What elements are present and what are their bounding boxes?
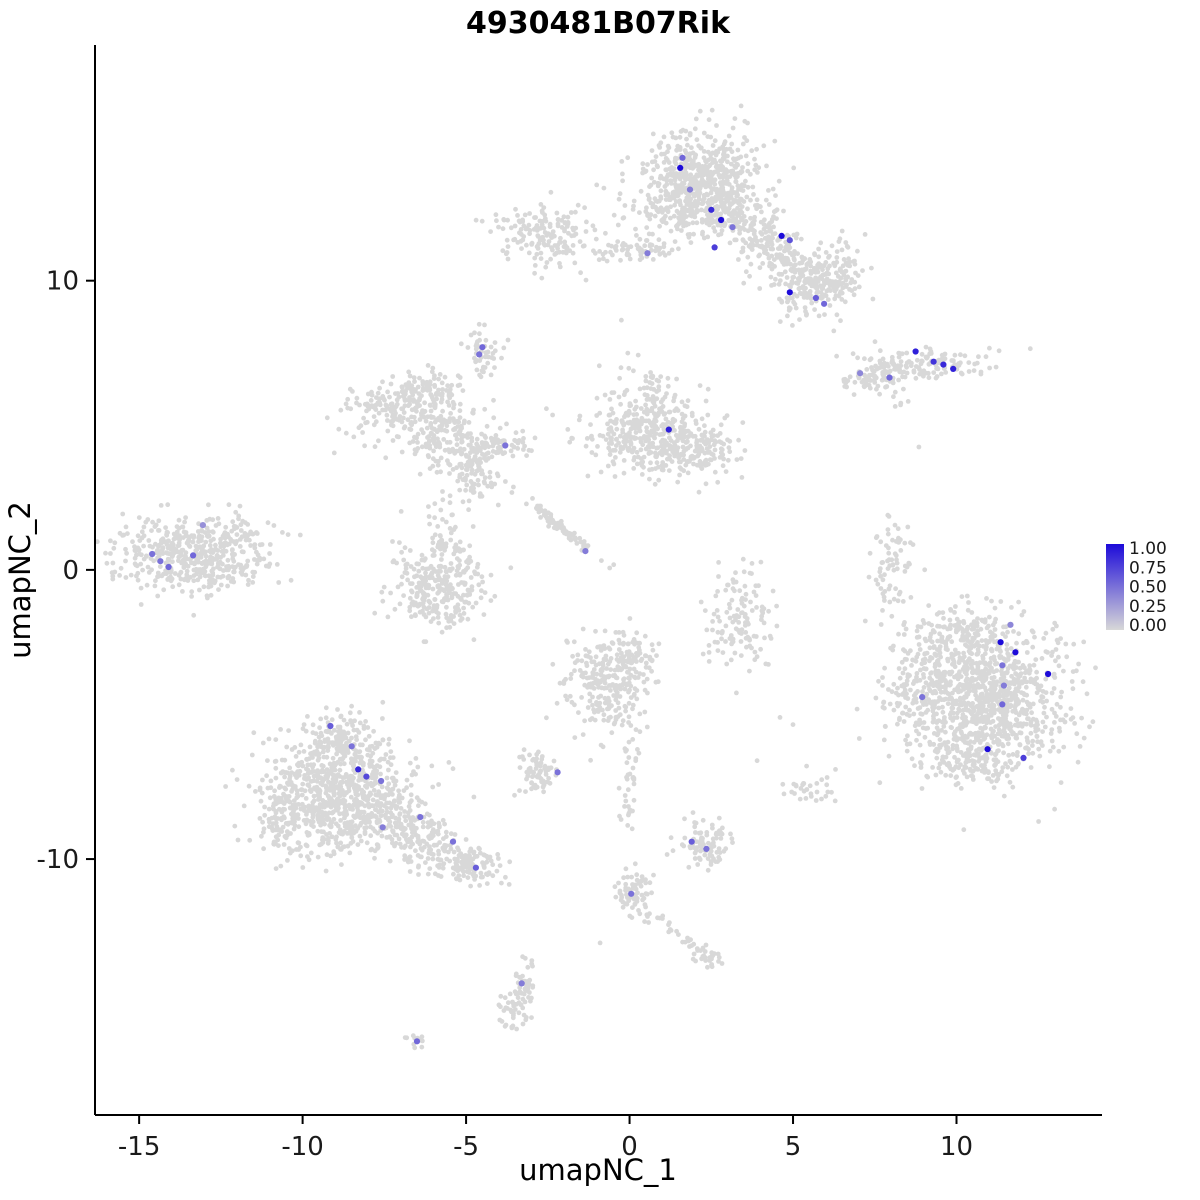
expression-point (999, 701, 1006, 708)
expression-point (379, 824, 386, 831)
x-tick-label: -15 (118, 1132, 160, 1162)
x-tick-label: 0 (621, 1132, 638, 1162)
expression-point (679, 154, 686, 161)
expression-point (718, 216, 725, 224)
expression-point (363, 773, 370, 780)
x-tick-label: -5 (453, 1132, 479, 1162)
expression-point (199, 522, 206, 529)
expression-point (327, 722, 334, 730)
expression-point (413, 1038, 421, 1045)
chart-title: 4930481B07Rik (466, 6, 731, 41)
expression-point (518, 980, 525, 987)
expression-point (912, 348, 919, 355)
expression-point (149, 550, 156, 558)
expression-point (348, 743, 355, 750)
expression-point (688, 838, 695, 845)
expression-point (821, 300, 828, 307)
x-axis-label: umapNC_1 (519, 1153, 677, 1187)
background-cell-points (94, 103, 1098, 1051)
expression-point (582, 548, 589, 555)
expression-point (786, 289, 793, 296)
legend-tick-label: 0.25 (1129, 597, 1167, 617)
expression-point (190, 552, 197, 559)
expression-point (886, 374, 893, 381)
legend-tick-label: 0.00 (1129, 616, 1167, 636)
expression-point (479, 344, 486, 351)
y-tick-label: 10 (46, 267, 79, 297)
expression-point (157, 558, 164, 565)
expression-point (857, 370, 864, 377)
expression-point (502, 442, 509, 449)
expression-point (919, 694, 926, 701)
expression-point (703, 845, 710, 853)
expression-point (165, 563, 172, 571)
expression-point (708, 206, 715, 213)
expression-point (677, 164, 684, 171)
x-tick-label: 10 (940, 1132, 973, 1162)
expression-point (628, 890, 635, 897)
expression-point (472, 864, 479, 871)
expression-point (930, 358, 937, 365)
expression-point (476, 351, 483, 358)
expression-point (984, 746, 991, 753)
expression-point (378, 777, 385, 785)
y-tick-label: -10 (37, 845, 79, 875)
expression-point (644, 250, 651, 257)
expression-point (778, 232, 785, 239)
expression-point (997, 639, 1004, 646)
expression-point (1000, 682, 1008, 689)
expression-point (554, 769, 561, 776)
expression-point (940, 361, 947, 368)
x-tick-label: -10 (281, 1132, 323, 1162)
expression-point (1007, 621, 1014, 628)
expression-point (711, 244, 718, 251)
expression-point (786, 237, 793, 244)
legend-tick-label: 0.75 (1129, 558, 1167, 578)
expression-point (812, 294, 820, 302)
legend-tick-label: 1.00 (1129, 539, 1167, 559)
expression-cell-points (149, 154, 1052, 1045)
y-axis-label: umapNC_2 (3, 501, 37, 659)
expression-point (686, 186, 694, 193)
legend-tick-label: 0.50 (1129, 578, 1167, 598)
colorbar-legend: 1.000.750.500.250.00 (1106, 539, 1167, 636)
expression-point (950, 365, 957, 372)
expression-point (355, 766, 362, 773)
y-tick-label: 0 (62, 556, 79, 586)
expression-point (729, 224, 736, 231)
expression-point (999, 662, 1006, 669)
axes: -15 -10 -5 0 5 10 -10 0 10 (37, 45, 1102, 1162)
expression-point (1045, 670, 1052, 678)
expression-point (417, 814, 424, 821)
expression-point (665, 426, 672, 433)
colorbar-gradient (1106, 544, 1124, 630)
expression-point (1012, 649, 1019, 656)
x-tick-label: 5 (785, 1132, 802, 1162)
expression-point (449, 838, 457, 845)
expression-point (1020, 754, 1027, 762)
